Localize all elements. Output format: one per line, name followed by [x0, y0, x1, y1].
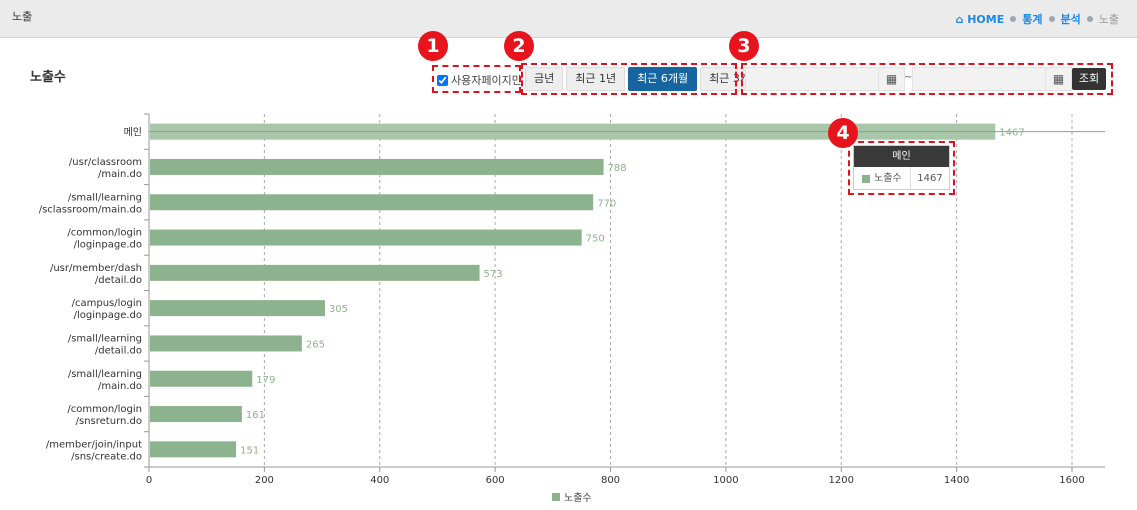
breadcrumb: ⌂ HOME 통계 분석 노출	[956, 11, 1120, 27]
x-tick-label: 400	[370, 475, 389, 486]
separator-dot	[1010, 16, 1017, 22]
data-label: 573	[484, 269, 503, 280]
bar	[150, 300, 325, 317]
chart-tooltip: 메인 노출수 1467	[853, 145, 950, 190]
x-tick-label: 1200	[829, 475, 854, 486]
breadcrumb-home[interactable]: ⌂ HOME	[956, 13, 1005, 26]
y-tick-label: /small/learning/main.do	[68, 369, 142, 392]
y-tick-label: 메인	[124, 127, 142, 139]
annotation-box-3	[741, 63, 1113, 95]
bar	[150, 370, 253, 387]
separator-dot	[1086, 16, 1093, 22]
annotation-badge-2: 2	[504, 31, 534, 61]
y-tick-label: /common/login/snsreturn.do	[67, 404, 142, 427]
page-title: 노출수	[30, 70, 66, 85]
legend-label: 노출수	[564, 493, 592, 504]
x-tick-label: 0	[146, 475, 152, 486]
x-tick-label: 1600	[1059, 475, 1084, 486]
x-tick-label: 1000	[713, 475, 738, 486]
bar	[150, 158, 604, 175]
end-date-input[interactable]: ▦	[912, 67, 1072, 91]
home-icon: ⌂	[955, 12, 964, 26]
calendar-icon[interactable]: ▦	[878, 68, 904, 90]
annotation-badge-1: 1	[418, 31, 448, 61]
start-date-input[interactable]: ▦	[745, 67, 905, 91]
y-tick-label: /campus/login/loginpage.do	[72, 298, 142, 321]
data-label: 1467	[999, 128, 1024, 139]
data-label: 179	[256, 375, 275, 386]
user-page-only-checkbox[interactable]: 사용자페이지만	[437, 72, 522, 88]
y-tick-label: /small/learning/sclassroom/main.do	[39, 192, 142, 215]
bar	[150, 335, 302, 352]
bar	[150, 229, 582, 246]
data-label: 161	[246, 410, 265, 421]
legend-swatch	[552, 492, 560, 501]
bar	[150, 194, 594, 211]
x-tick-label: 600	[486, 475, 505, 486]
header-title: 노출	[12, 10, 33, 23]
series-swatch	[862, 174, 870, 183]
data-label: 788	[608, 163, 627, 174]
data-label: 305	[329, 304, 348, 315]
y-tick-label: /usr/classroom/main.do	[69, 157, 142, 180]
y-tick-label: /common/login/loginpage.do	[67, 228, 142, 251]
data-label: 750	[586, 234, 605, 245]
y-tick-label: /usr/member/dash/detail.do	[50, 263, 142, 286]
chart-legend[interactable]: 노출수	[552, 489, 592, 504]
bar	[150, 441, 237, 458]
breadcrumb-stats[interactable]: 통계	[1022, 13, 1043, 26]
data-label: 151	[240, 445, 259, 456]
top-bar: 노출 ⌂ HOME 통계 분석 노출	[0, 0, 1137, 38]
separator-dot	[1048, 16, 1055, 22]
period-buttons: 금년 최근 1년 최근 6개월 최근 3개월	[525, 67, 770, 91]
x-tick-label: 800	[601, 475, 620, 486]
breadcrumb-home-label: HOME	[967, 12, 1005, 26]
user-page-only-input[interactable]	[437, 74, 448, 86]
data-label: 265	[306, 339, 325, 350]
tooltip-value: 1467	[917, 173, 943, 184]
breadcrumb-analysis[interactable]: 분석	[1060, 13, 1081, 26]
breadcrumb-current: 노출	[1098, 13, 1119, 26]
user-page-only-label: 사용자페이지만	[451, 74, 522, 87]
period-6-months-button[interactable]: 최근 6개월	[628, 67, 698, 91]
range-separator: ~	[904, 72, 913, 83]
data-label: 770	[597, 198, 616, 209]
annotation-box-4	[848, 141, 955, 195]
x-tick-label: 1400	[944, 475, 969, 486]
annotation-badge-4: 4	[828, 118, 858, 148]
period-1-year-button[interactable]: 최근 1년	[566, 67, 626, 91]
x-tick-label: 200	[255, 475, 274, 486]
annotation-box-2	[521, 63, 737, 95]
period-this-year-button[interactable]: 금년	[525, 67, 564, 91]
y-tick-label: /member/join/input/sns/create.do	[46, 439, 142, 462]
annotation-badge-3: 3	[729, 31, 759, 61]
bar	[150, 406, 242, 423]
tooltip-title: 메인	[854, 146, 949, 167]
calendar-icon[interactable]: ▦	[1045, 68, 1071, 90]
search-button[interactable]: 조회	[1072, 68, 1106, 90]
tooltip-series: 노출수	[874, 173, 902, 184]
y-tick-label: /small/learning/detail.do	[68, 333, 142, 356]
annotation-box-1	[432, 65, 521, 93]
bar	[150, 264, 480, 281]
